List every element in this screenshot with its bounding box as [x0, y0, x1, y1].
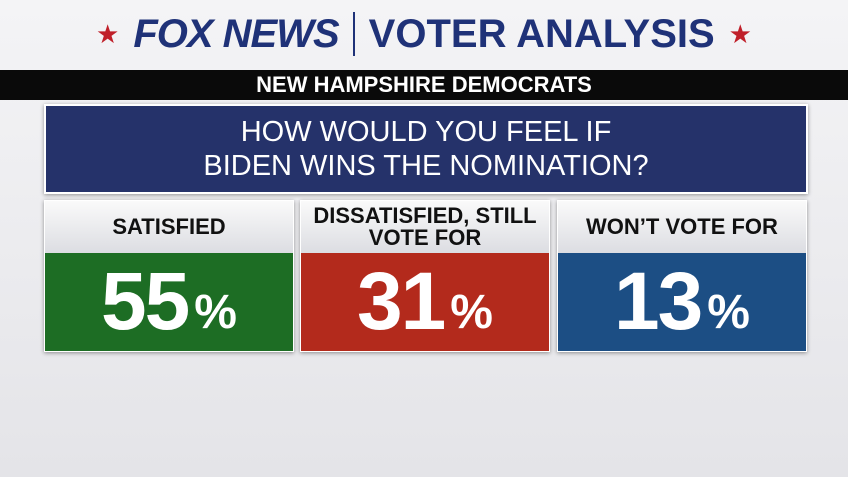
panel-value: 13% [558, 253, 806, 351]
panel-label: WON’T VOTE FOR [558, 201, 806, 253]
panel-value: 55% [45, 253, 293, 351]
result-panel: WON’T VOTE FOR 13% [557, 200, 807, 352]
star: ★ [96, 18, 120, 49]
title: VOTER ANALYSIS [368, 11, 715, 56]
question-line: HOW WOULD YOU FEEL IF [240, 116, 612, 148]
panel-label: SATISFIED [45, 201, 293, 253]
percentage: 31 [357, 256, 446, 347]
logo: FOX NEWS [133, 11, 339, 56]
percentage: 55 [101, 256, 190, 347]
percent-sign: % [450, 285, 493, 339]
header: ★ FOX NEWS VOTER ANALYSIS ★ [0, 0, 848, 68]
star: ★ [728, 18, 752, 49]
subtitle: NEW HAMPSHIRE DEMOCRATS [0, 70, 848, 100]
result-panel: SATISFIED 55% [44, 200, 294, 352]
percentage: 13 [614, 256, 703, 347]
percent-sign: % [194, 285, 237, 339]
question-line: BIDEN WINS THE NOMINATION? [203, 150, 649, 182]
result-panel: DISSATISFIED, STILL VOTE FOR 31% [300, 200, 550, 352]
panel-value: 31% [301, 253, 549, 351]
question: HOW WOULD YOU FEEL IF BIDEN WINS THE NOMI… [44, 104, 808, 194]
separator [352, 12, 355, 56]
panel-label: DISSATISFIED, STILL VOTE FOR [301, 201, 549, 253]
percent-sign: % [707, 285, 750, 339]
